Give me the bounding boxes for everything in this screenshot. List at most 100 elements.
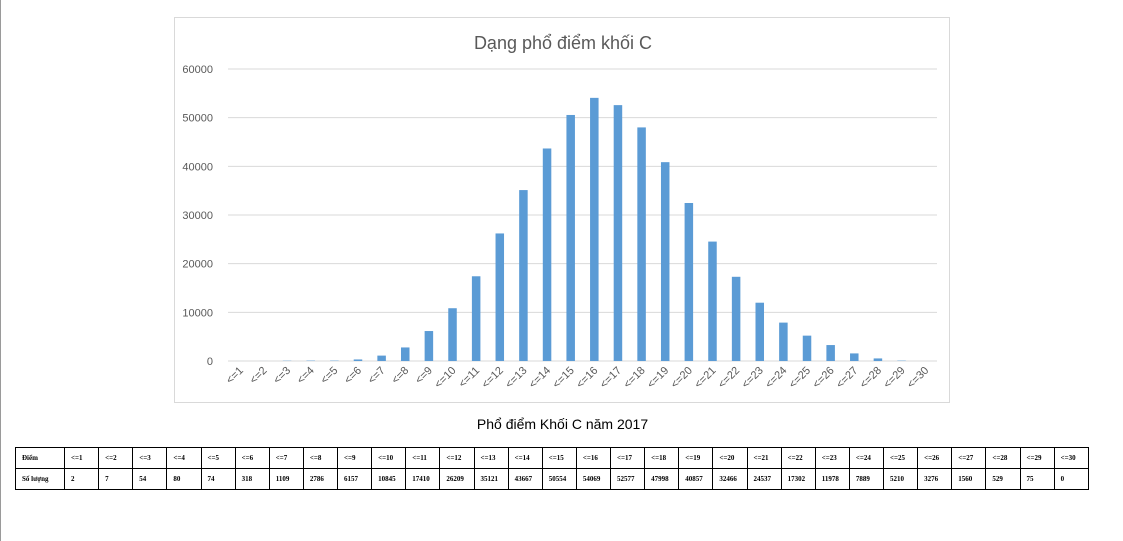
x-tick-label: <=10 bbox=[432, 365, 458, 391]
table-cell-count: 3276 bbox=[917, 468, 953, 490]
x-tick-label: <=5 bbox=[319, 365, 341, 387]
table-cell-score: <=24 bbox=[848, 447, 885, 469]
bar bbox=[637, 127, 646, 362]
table-cell-score: <=13 bbox=[473, 447, 509, 469]
bar bbox=[684, 202, 694, 361]
table-cell-count: 5210 bbox=[882, 468, 919, 490]
table-cell-score: <=23 bbox=[814, 447, 850, 469]
table-cell-count: 75 bbox=[1019, 468, 1055, 490]
chart-area: Dạng phổ điểm khối C 0 10000 20000 30000 400… bbox=[174, 17, 950, 403]
table-cell-score: <=2 bbox=[98, 447, 134, 469]
bar bbox=[400, 347, 410, 361]
bar bbox=[873, 358, 883, 361]
table-cell-score: <=18 bbox=[644, 447, 680, 469]
x-tick-label: <=25 bbox=[787, 365, 813, 391]
table-cell-score: <=1 bbox=[63, 447, 100, 469]
score-table: Điểm <=1 <=2 <=3 <=4 <=5 <=6 <=7 <=8 <=9 <=10 <=11… bbox=[15, 447, 1090, 490]
table-cell-count: 52577 bbox=[609, 468, 646, 490]
x-tick-label: <=19 bbox=[645, 365, 671, 391]
table-cell-score: <=16 bbox=[575, 447, 612, 469]
table-cell-score: <=27 bbox=[951, 447, 987, 469]
table-cell-score: <=8 bbox=[302, 447, 339, 469]
table-cell-count: 17302 bbox=[780, 468, 816, 490]
x-tick-label: <=21 bbox=[692, 365, 718, 391]
bar bbox=[353, 359, 363, 361]
table-cell-score: <=17 bbox=[609, 447, 646, 469]
x-tick-label: <=8 bbox=[389, 365, 411, 387]
x-tick-label: <=11 bbox=[457, 365, 483, 391]
x-tick-label: <=13 bbox=[503, 365, 529, 391]
bar bbox=[708, 241, 717, 361]
bar bbox=[779, 322, 788, 361]
bar bbox=[590, 97, 599, 361]
table-cell-score: <=26 bbox=[917, 447, 953, 469]
x-tick-label: <=14 bbox=[527, 365, 553, 391]
y-axis-ticks: 0 10000 20000 30000 40000 50000 60000 bbox=[182, 64, 213, 368]
x-tick-label: <=29 bbox=[881, 365, 907, 391]
table-cell-count: 10845 bbox=[371, 468, 407, 490]
bar bbox=[660, 162, 670, 361]
bar bbox=[471, 276, 481, 361]
table-cell-count: 529 bbox=[985, 468, 1021, 490]
x-tick-label: <=20 bbox=[669, 365, 695, 391]
x-tick-label: <=1 bbox=[224, 365, 246, 387]
table-cell-count: 2 bbox=[63, 468, 100, 490]
table-cell-score: <=7 bbox=[268, 447, 304, 469]
bar bbox=[377, 355, 386, 361]
y-tick-label: 60000 bbox=[182, 64, 213, 76]
table-cell-count: 2786 bbox=[302, 468, 339, 490]
y-tick-label: 50000 bbox=[182, 113, 213, 125]
table-row-scores: Điểm <=1 <=2 <=3 <=4 <=5 <=6 <=7 <=8 <=9 <=10 <=11… bbox=[15, 447, 1090, 469]
table-cell-score: <=3 bbox=[132, 447, 168, 469]
table-cell-score: <=22 bbox=[780, 447, 816, 469]
table-cell-score: <=19 bbox=[678, 447, 714, 469]
table-cell-score: <=29 bbox=[1019, 447, 1055, 469]
x-tick-label: <=28 bbox=[858, 365, 884, 391]
chart-caption: Phổ điểm Khối C năm 2017 bbox=[476, 416, 649, 432]
table-cell-count: 50554 bbox=[541, 468, 577, 490]
x-tick-label: <=27 bbox=[834, 365, 860, 391]
bar bbox=[424, 331, 434, 361]
table-cell-count: 0 bbox=[1053, 468, 1090, 490]
x-tick-label: <=12 bbox=[480, 365, 506, 391]
gridlines bbox=[228, 68, 937, 362]
bar bbox=[731, 276, 741, 361]
x-tick-label: <=7 bbox=[366, 365, 388, 387]
x-tick-label: <=17 bbox=[598, 365, 624, 391]
table-cell-score: <=6 bbox=[234, 447, 270, 469]
table-cell-count: 17410 bbox=[405, 468, 441, 490]
table-cell-score: <=12 bbox=[439, 447, 475, 469]
table-cell-count: 7889 bbox=[848, 468, 885, 490]
table-cell-score: <=14 bbox=[507, 447, 543, 469]
x-tick-label: <=3 bbox=[271, 365, 293, 387]
table-cell-count: 80 bbox=[166, 468, 202, 490]
bar bbox=[448, 308, 457, 361]
table-cell-count: 54069 bbox=[575, 468, 612, 490]
x-tick-label: <=18 bbox=[621, 365, 647, 391]
table-cell-score: <=4 bbox=[166, 447, 202, 469]
table-cell-count: 35121 bbox=[473, 468, 509, 490]
table-cell-count: 318 bbox=[234, 468, 270, 490]
bars bbox=[235, 97, 906, 362]
bar bbox=[826, 345, 835, 361]
table-cell-score: <=5 bbox=[200, 447, 236, 469]
bar bbox=[495, 233, 505, 361]
x-tick-label: <=26 bbox=[811, 365, 837, 391]
chart-title: Dạng phổ điểm khối C bbox=[474, 33, 652, 53]
row-label-count: Số lượng bbox=[15, 468, 65, 490]
bar-chart: Dạng phổ điểm khối C 0 10000 20000 30000 400… bbox=[182, 33, 937, 391]
bar bbox=[542, 148, 552, 361]
table-row-counts: Số lượng 2 7 54 80 74 318 1109 2786 6157 10845 174… bbox=[15, 468, 1090, 490]
x-tick-label: <=23 bbox=[740, 365, 766, 391]
table-cell-score: <=28 bbox=[985, 447, 1021, 469]
bar bbox=[566, 114, 575, 361]
x-axis-ticks: <=1 <=2 <=3 <=4 <=5 <=6 <=7 <=8 <=9<=10<=11<=12<… bbox=[224, 365, 931, 391]
bar bbox=[850, 353, 859, 361]
table-cell-score: <=20 bbox=[712, 447, 748, 469]
x-tick-label: <=16 bbox=[574, 365, 600, 391]
table-cell-count: 54 bbox=[132, 468, 168, 490]
table-cell-score: <=25 bbox=[882, 447, 919, 469]
x-tick-label: <=15 bbox=[551, 365, 577, 391]
table-cell-score: <=15 bbox=[541, 447, 577, 469]
